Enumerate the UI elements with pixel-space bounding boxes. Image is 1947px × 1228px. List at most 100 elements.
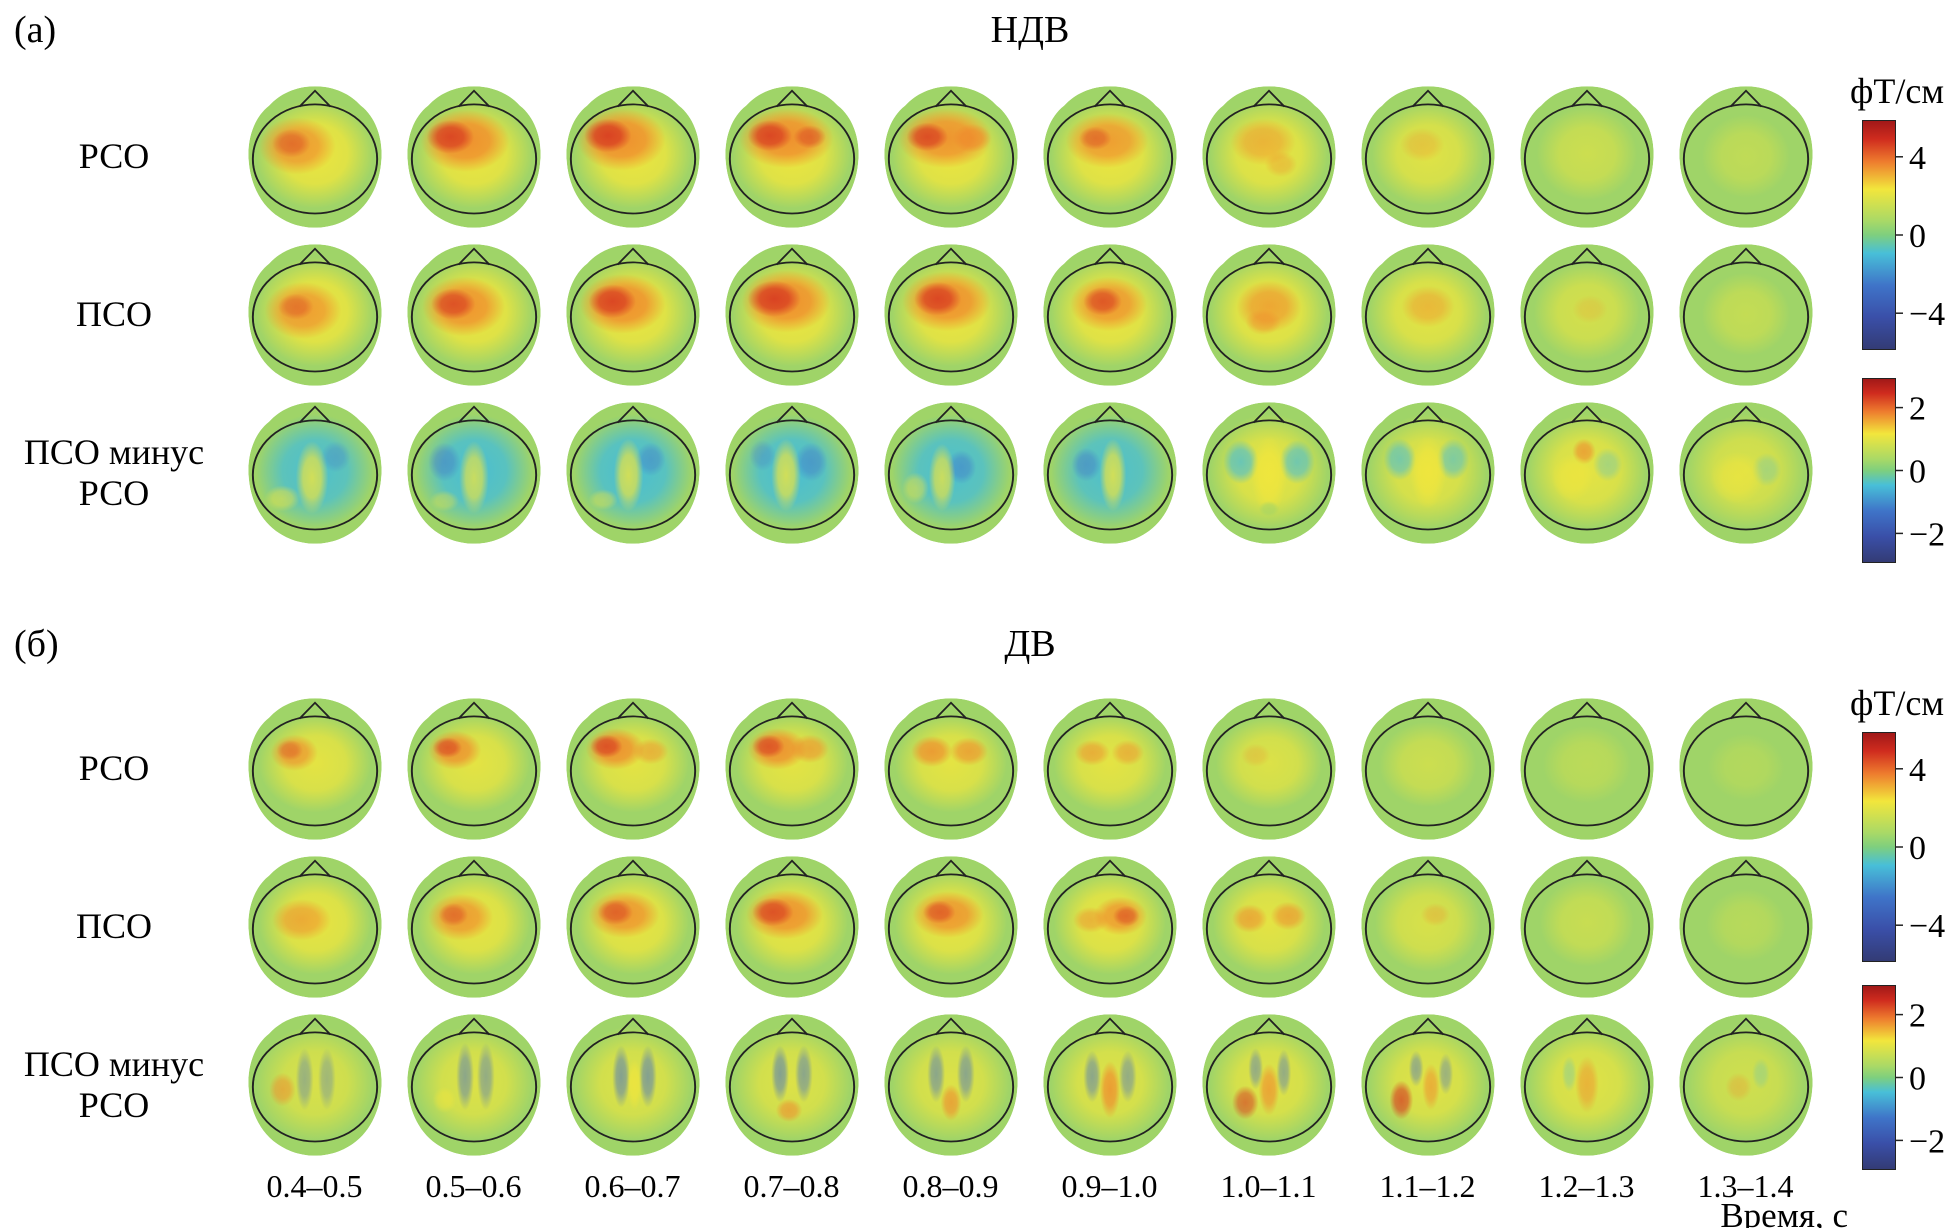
- colorbar-tick-label: −4: [1909, 296, 1945, 333]
- panel-b-row-labels: РСО ПСО ПСО минус РСО: [0, 690, 228, 1164]
- topomap-head: [883, 244, 1018, 386]
- topomap-head: [1360, 1014, 1495, 1156]
- topomap-head: [406, 244, 541, 386]
- panel-a-row-labels: РСО ПСО ПСО минус РСО: [0, 78, 228, 552]
- topomap-head: [1360, 244, 1495, 386]
- topomap-head: [1360, 698, 1495, 840]
- topomap-head: [406, 1014, 541, 1156]
- topomap-head: [1678, 402, 1813, 544]
- panel-b-title: ДВ: [1004, 623, 1056, 665]
- row-label: РСО: [78, 748, 150, 789]
- topomap-head: [565, 1014, 700, 1156]
- topomap-head: [406, 698, 541, 840]
- time-axis: 0.4–0.5 0.5–0.6 0.6–0.7 0.7–0.8 0.8–0.9 0.9–1…: [235, 1168, 1825, 1205]
- colorbar-tick-label: 2: [1909, 998, 1926, 1035]
- topomap-head: [724, 1014, 859, 1156]
- colorbar: 4 0 −4: [1862, 120, 1945, 350]
- colorbar-tick-label: −4: [1909, 908, 1945, 945]
- colorbar-tick-label: 0: [1909, 218, 1926, 255]
- time-label: 0.5–0.6: [425, 1168, 522, 1204]
- topomap-head: [565, 856, 700, 998]
- topomap-head: [565, 86, 700, 228]
- panel-a-title: НДВ: [990, 9, 1070, 51]
- topomap-head: [247, 86, 382, 228]
- unit-label-b: фТ/см: [1850, 683, 1945, 723]
- topomap-head: [1519, 698, 1654, 840]
- colorbar-tick-label: 0: [1909, 1061, 1926, 1098]
- topomap-head: [1201, 402, 1336, 544]
- topomap-head: [247, 402, 382, 544]
- topomap-head: [247, 1014, 382, 1156]
- time-label: 0.7–0.8: [743, 1168, 840, 1204]
- time-label: 1.3–1.4: [1697, 1168, 1794, 1204]
- topomap-head: [1042, 402, 1177, 544]
- colorbar-tick-label: 0: [1909, 830, 1926, 867]
- colorbar-tick-label: 0: [1909, 454, 1926, 491]
- topomap-head: [247, 856, 382, 998]
- topomap-head: [883, 402, 1018, 544]
- topomap-head: [1201, 856, 1336, 998]
- colorbar: 2 0 −2: [1862, 985, 1945, 1170]
- topomap-head: [883, 856, 1018, 998]
- topomap-head: [883, 86, 1018, 228]
- colorbar: 2 0 −2: [1862, 378, 1945, 563]
- topomap-head: [406, 402, 541, 544]
- topomap-head: [724, 244, 859, 386]
- topomap-head: [1042, 86, 1177, 228]
- topomap-head: [724, 856, 859, 998]
- time-label: 0.8–0.9: [902, 1168, 999, 1204]
- topomap-head: [565, 244, 700, 386]
- colorbar-tick-label: −2: [1909, 1123, 1945, 1160]
- colorbar-tick-label: −2: [1909, 516, 1945, 553]
- topomap-head: [406, 86, 541, 228]
- time-label: 0.4–0.5: [266, 1168, 363, 1204]
- topomap-head: [1519, 86, 1654, 228]
- topomap-head: [1360, 86, 1495, 228]
- row-label: РСО: [78, 136, 150, 177]
- time-label: 1.2–1.3: [1538, 1168, 1635, 1204]
- topomap-head: [883, 698, 1018, 840]
- panel-b-label: (б): [14, 623, 59, 665]
- unit-label-a: фТ/см: [1850, 71, 1945, 111]
- x-axis-label: Время, с: [1720, 1196, 1848, 1228]
- topomap-head: [1678, 86, 1813, 228]
- topomap-head: [1042, 1014, 1177, 1156]
- topomap-head: [1201, 244, 1336, 386]
- topomap-head: [1519, 1014, 1654, 1156]
- topomap-grid-b: [235, 690, 1825, 1164]
- topomap-head: [1360, 402, 1495, 544]
- row-label: ПСО минус РСО: [23, 1043, 205, 1125]
- topomap-head: [1678, 856, 1813, 998]
- colorbar-b-2: 2 0 −2: [1862, 985, 1947, 1175]
- topomap-head: [1042, 856, 1177, 998]
- topomap-head: [1201, 698, 1336, 840]
- topomap-head: [724, 86, 859, 228]
- topomap-head: [883, 1014, 1018, 1156]
- topomap-head: [1519, 244, 1654, 386]
- colorbar-tick-label: 4: [1909, 140, 1926, 177]
- topomap-head: [724, 402, 859, 544]
- time-label: 1.1–1.2: [1379, 1168, 1476, 1204]
- topomap-head: [1678, 1014, 1813, 1156]
- topomap-head: [1678, 698, 1813, 840]
- colorbar-a-2: 2 0 −2: [1862, 378, 1947, 568]
- topomap-head: [1519, 402, 1654, 544]
- time-label: 1.0–1.1: [1220, 1168, 1317, 1204]
- colorbar-a-1: 4 0 −4: [1862, 120, 1947, 355]
- colorbar: 4 0 −4: [1862, 732, 1945, 962]
- topomap-head: [1201, 86, 1336, 228]
- topomap-head: [1519, 856, 1654, 998]
- colorbar-tick-label: 2: [1909, 391, 1926, 428]
- topomap-head: [247, 244, 382, 386]
- topomap-head: [1042, 244, 1177, 386]
- time-label: 0.6–0.7: [584, 1168, 681, 1204]
- topomap-head: [565, 402, 700, 544]
- time-label: 0.9–1.0: [1061, 1168, 1158, 1204]
- row-label: ПСО: [75, 906, 152, 947]
- topomap-head: [406, 856, 541, 998]
- row-label: ПСО минус РСО: [23, 431, 205, 513]
- topomap-head: [1201, 1014, 1336, 1156]
- topomap-head: [565, 698, 700, 840]
- colorbar-tick-label: 4: [1909, 752, 1926, 789]
